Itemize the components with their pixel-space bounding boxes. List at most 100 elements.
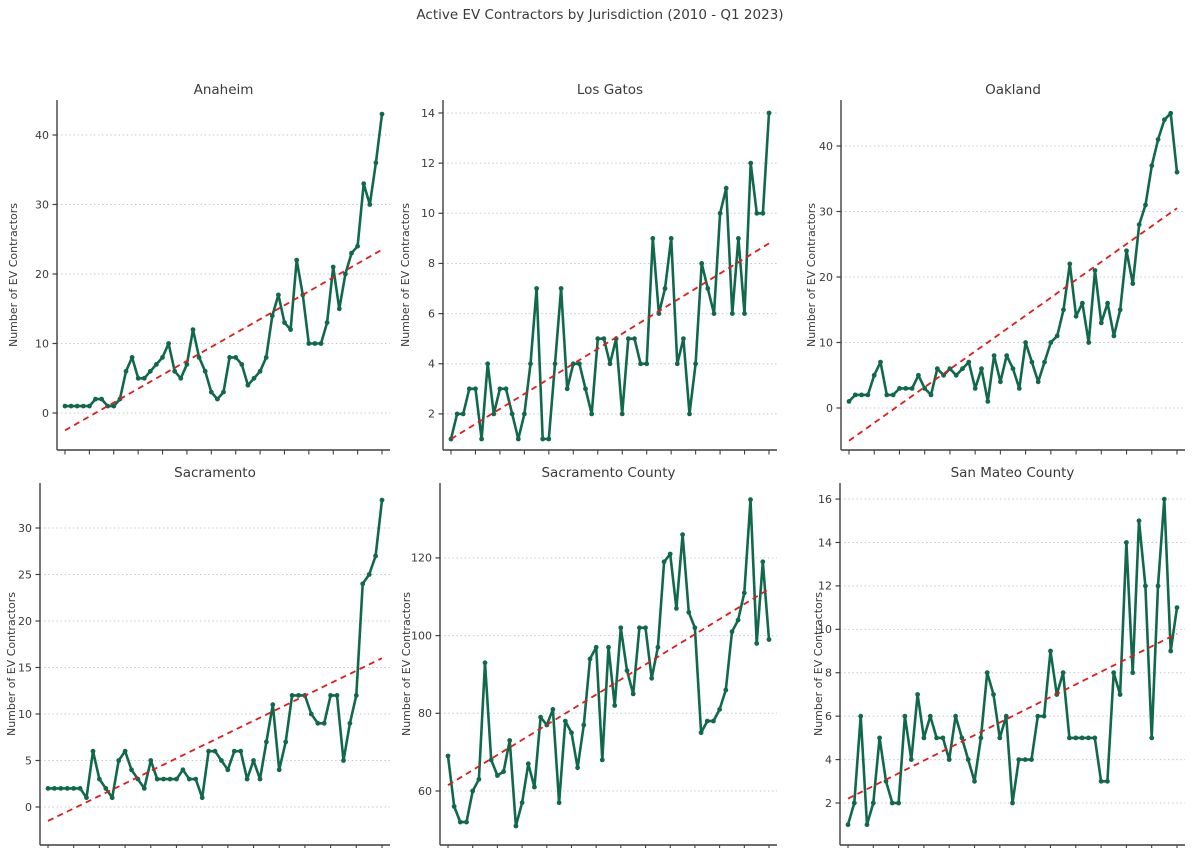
data-point	[116, 758, 122, 763]
data-point	[618, 625, 624, 631]
data-point	[109, 795, 115, 801]
data-point	[491, 411, 497, 417]
data-point	[1136, 518, 1142, 524]
y-tick-label: 20	[35, 268, 49, 281]
data-point	[897, 386, 902, 391]
trend-line	[847, 632, 1178, 800]
data-point	[315, 720, 321, 726]
data-point	[306, 341, 312, 346]
data-point	[871, 372, 877, 378]
data-point	[896, 800, 901, 806]
data-point	[52, 786, 57, 791]
data-point	[353, 693, 359, 698]
data-point	[321, 720, 327, 726]
data-point	[889, 800, 895, 806]
data-point	[129, 767, 134, 773]
data-point	[959, 735, 965, 741]
data-point	[941, 372, 946, 378]
data-point	[748, 160, 754, 166]
chart-san-mateo-county: 2 4 6 8 10 12 14 16	[818, 483, 1185, 848]
data-point	[202, 368, 208, 374]
data-point	[84, 795, 89, 801]
data-point	[1111, 670, 1117, 676]
data-point	[760, 210, 766, 216]
data-point	[147, 368, 153, 374]
data-point	[562, 718, 568, 724]
data-point	[1143, 583, 1148, 589]
data-point	[607, 361, 613, 367]
data-point	[1010, 800, 1015, 806]
data-point	[1130, 670, 1136, 676]
data-point	[288, 327, 293, 332]
data-point	[686, 609, 692, 615]
data-point	[174, 776, 179, 782]
data-point	[915, 692, 920, 697]
data-point	[953, 372, 959, 378]
subplot-title-oakland: Oakland	[985, 82, 1041, 98]
data-point	[927, 713, 933, 719]
data-point	[64, 786, 70, 791]
data-point	[1168, 110, 1174, 116]
data-point	[97, 776, 102, 782]
data-point	[1029, 359, 1035, 365]
data-point	[552, 361, 558, 367]
data-point	[190, 327, 196, 332]
data-point	[282, 320, 287, 325]
subplot-title-san-mateo-county: San Mateo County	[950, 465, 1075, 481]
data-point	[699, 261, 705, 266]
data-point	[748, 497, 753, 502]
subplot-title-anaheim: Anaheim	[193, 82, 254, 98]
y-tick-label: 8	[428, 257, 435, 270]
data-point	[680, 532, 685, 537]
y-tick-label: 40	[819, 140, 833, 153]
data-point	[470, 788, 476, 794]
y-tick-label: 4	[428, 358, 435, 371]
data-point	[103, 786, 109, 791]
data-point	[692, 625, 698, 631]
data-point	[501, 769, 506, 774]
data-point	[257, 368, 263, 374]
trend-line	[47, 657, 383, 822]
data-point	[361, 181, 367, 187]
data-point	[599, 757, 605, 763]
data-point	[485, 361, 491, 367]
data-point	[846, 399, 852, 404]
data-point	[379, 111, 385, 117]
data-point	[111, 403, 117, 409]
data-point	[723, 185, 729, 191]
data-point	[978, 735, 984, 741]
data-point	[289, 693, 295, 698]
data-point	[141, 786, 147, 791]
data-point	[466, 386, 472, 392]
data-point	[233, 355, 239, 360]
data-point	[215, 396, 220, 402]
y-tick-label: 2	[428, 408, 435, 421]
y-tick-label: 16	[818, 493, 832, 506]
data-point	[1003, 713, 1009, 719]
data-point	[221, 389, 226, 395]
data-point	[637, 625, 642, 631]
data-point	[77, 786, 83, 791]
data-point	[324, 320, 330, 325]
y-tick-label: 100	[411, 629, 432, 642]
data-point	[90, 748, 96, 754]
data-point	[1060, 670, 1066, 676]
data-point	[766, 110, 772, 116]
data-point	[984, 670, 990, 676]
data-point	[1042, 359, 1047, 365]
y-tick-label: 30	[35, 198, 49, 211]
data-line	[846, 497, 1179, 827]
data-point	[649, 675, 655, 681]
data-point	[589, 411, 595, 417]
data-point	[1004, 353, 1010, 358]
data-point	[212, 748, 218, 754]
data-point	[630, 691, 636, 697]
y-tick-label: 80	[418, 707, 432, 720]
data-point	[276, 767, 282, 773]
data-point	[859, 392, 864, 398]
data-point	[318, 341, 324, 346]
data-point	[644, 361, 650, 367]
data-point	[558, 286, 564, 291]
data-point	[742, 311, 747, 316]
data-point	[482, 660, 488, 666]
